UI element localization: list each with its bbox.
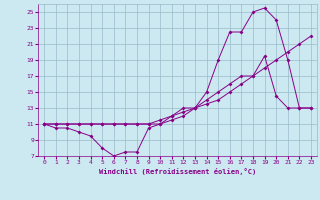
X-axis label: Windchill (Refroidissement éolien,°C): Windchill (Refroidissement éolien,°C)	[99, 168, 256, 175]
